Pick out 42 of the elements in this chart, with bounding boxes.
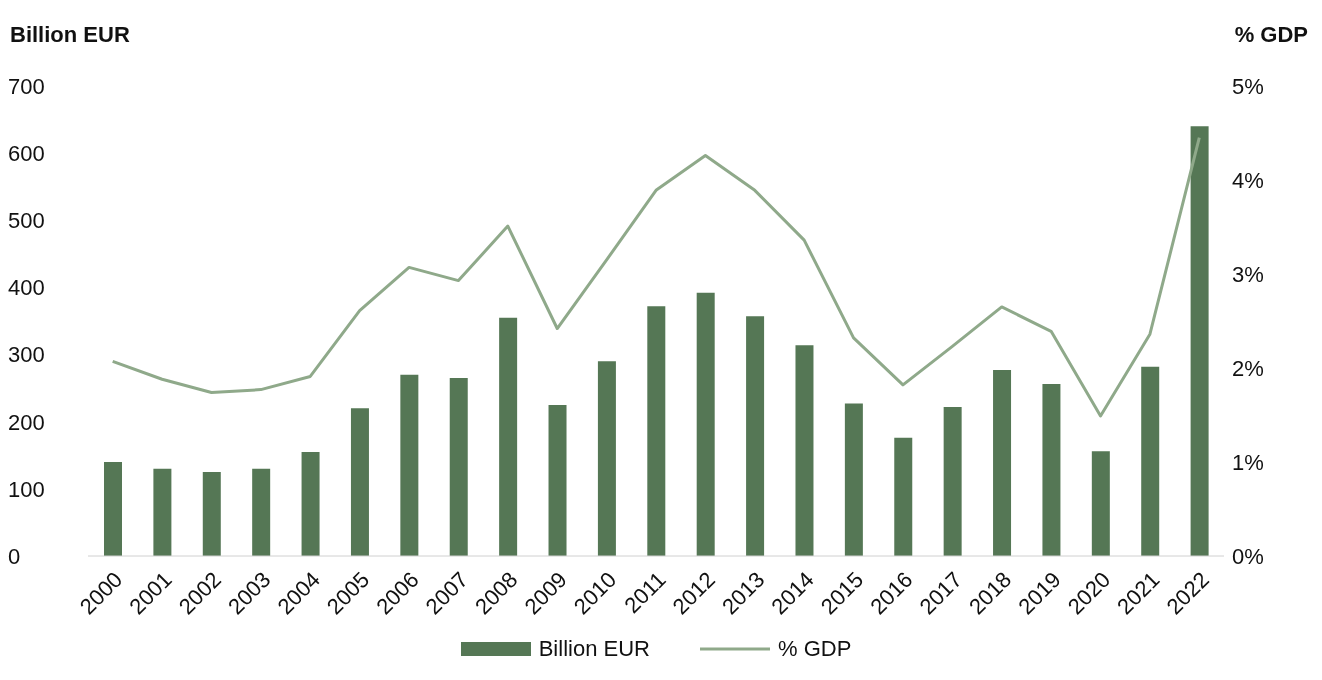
bar: [252, 468, 271, 556]
line-series: [111, 136, 1201, 418]
bar: [153, 468, 172, 556]
y-tick-label: 200: [8, 409, 45, 435]
y-tick-label: 700: [8, 73, 45, 99]
bar: [1042, 384, 1061, 556]
legend-label: % GDP: [777, 636, 852, 662]
bar: [943, 406, 962, 556]
bar: [449, 378, 468, 556]
y-tick-label: 300: [8, 342, 45, 368]
y-axis-title: Billion EUR: [10, 22, 130, 48]
bar: [746, 316, 765, 556]
bar: [1190, 126, 1209, 556]
bar: [597, 361, 616, 556]
y2-tick-label: 5%: [1232, 73, 1264, 99]
bar: [548, 404, 567, 556]
bar: [202, 472, 221, 556]
y2-tick-label: 0%: [1232, 543, 1264, 569]
y2-tick-label: 2%: [1232, 355, 1264, 381]
y-tick-label: 0: [8, 543, 21, 569]
y-tick-label: 500: [8, 208, 45, 234]
bar: [844, 403, 863, 556]
bar: [499, 317, 518, 556]
bar: [696, 292, 715, 556]
bar: [1141, 366, 1160, 556]
bar: [104, 462, 122, 556]
y2-tick-label: 3%: [1232, 261, 1264, 287]
y2-tick-label: 1%: [1232, 449, 1264, 475]
bar: [1091, 451, 1110, 556]
bar: [795, 345, 814, 556]
y2-axis-title: % GDP: [1234, 22, 1308, 48]
legend-label: Billion EUR: [538, 636, 650, 662]
bar: [894, 437, 913, 556]
y-tick-label: 100: [8, 476, 45, 502]
y2-tick-label: 4%: [1232, 167, 1264, 193]
y-tick-label: 600: [8, 140, 45, 166]
bar: [400, 374, 419, 556]
bar: [350, 408, 369, 556]
bar: [647, 306, 666, 556]
y-tick-label: 400: [8, 275, 45, 301]
bar: [301, 451, 320, 556]
bar: [993, 370, 1012, 556]
